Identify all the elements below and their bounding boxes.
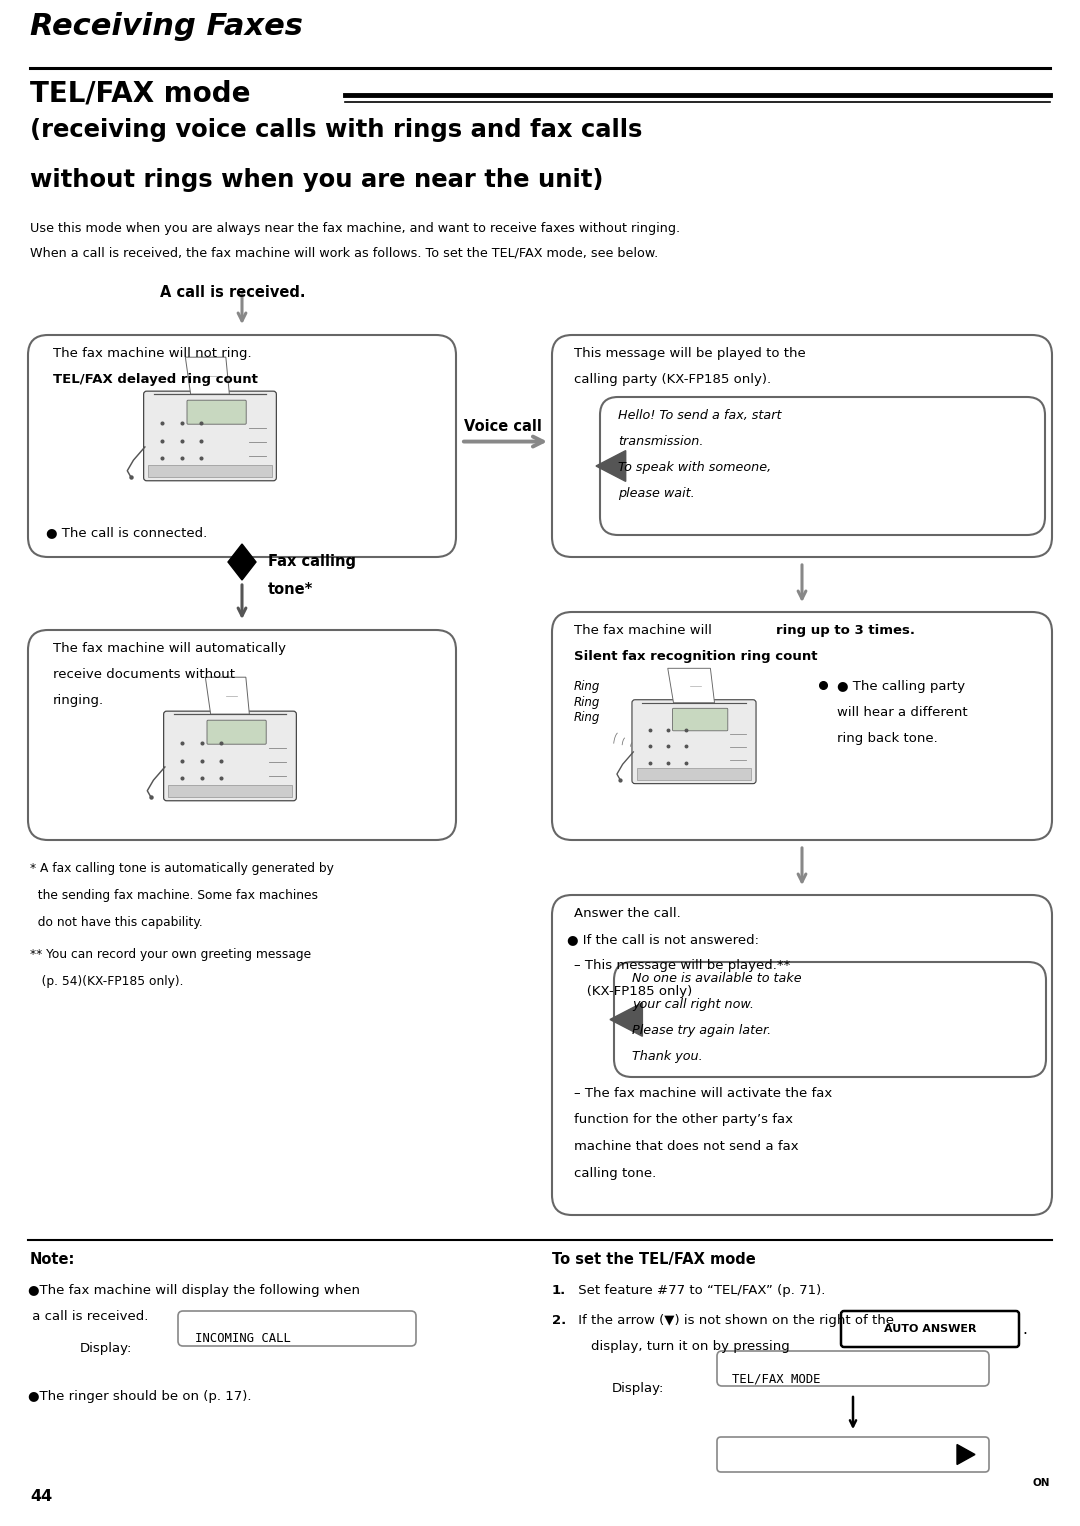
Text: The fax machine will: The fax machine will xyxy=(573,624,716,636)
Text: Please try again later.: Please try again later. xyxy=(632,1024,771,1038)
Polygon shape xyxy=(667,668,715,703)
FancyBboxPatch shape xyxy=(164,711,296,801)
Text: Fax calling: Fax calling xyxy=(268,554,356,569)
Polygon shape xyxy=(205,678,249,714)
Text: ON: ON xyxy=(1032,1479,1050,1488)
Text: tone*: tone* xyxy=(268,581,313,597)
FancyBboxPatch shape xyxy=(187,400,246,424)
Text: * A fax calling tone is automatically generated by: * A fax calling tone is automatically ge… xyxy=(30,862,334,874)
Text: TEL/FAX delayed ring count: TEL/FAX delayed ring count xyxy=(53,372,258,386)
FancyBboxPatch shape xyxy=(148,464,271,478)
Text: ● If the call is not answered:: ● If the call is not answered: xyxy=(567,932,759,946)
FancyBboxPatch shape xyxy=(632,700,756,784)
Text: Thank you.: Thank you. xyxy=(632,1050,703,1064)
Text: transmission.: transmission. xyxy=(618,435,703,449)
FancyBboxPatch shape xyxy=(144,391,276,481)
Text: Display:: Display: xyxy=(80,1341,133,1355)
Text: – The fax machine will activate the fax: – The fax machine will activate the fax xyxy=(573,1087,833,1100)
FancyBboxPatch shape xyxy=(841,1311,1020,1347)
Text: If the arrow (▼) is not shown on the right of the: If the arrow (▼) is not shown on the rig… xyxy=(573,1314,894,1328)
Text: Ring
Ring
Ring: Ring Ring Ring xyxy=(573,681,600,723)
Text: Set feature #77 to “TEL/FAX” (p. 71).: Set feature #77 to “TEL/FAX” (p. 71). xyxy=(573,1283,825,1297)
Text: display, turn it on by pressing: display, turn it on by pressing xyxy=(573,1340,789,1354)
FancyBboxPatch shape xyxy=(717,1437,989,1473)
FancyBboxPatch shape xyxy=(673,708,728,731)
Text: (p. 54)(KX-FP185 only).: (p. 54)(KX-FP185 only). xyxy=(30,975,184,987)
Text: Note:: Note: xyxy=(30,1251,76,1267)
Text: calling tone.: calling tone. xyxy=(573,1166,657,1180)
Text: Hello! To send a fax, start: Hello! To send a fax, start xyxy=(618,409,782,423)
Text: ring up to 3 times.: ring up to 3 times. xyxy=(775,624,915,636)
FancyBboxPatch shape xyxy=(552,612,1052,839)
Text: When a call is received, the fax machine will work as follows. To set the TEL/FA: When a call is received, the fax machine… xyxy=(30,247,658,259)
Text: INCOMING CALL: INCOMING CALL xyxy=(195,1332,291,1344)
Text: a call is received.: a call is received. xyxy=(28,1309,148,1323)
Polygon shape xyxy=(596,450,625,481)
Text: The fax machine will not ring.: The fax machine will not ring. xyxy=(53,346,252,360)
Text: TEL/FAX MODE: TEL/FAX MODE xyxy=(732,1372,821,1386)
Polygon shape xyxy=(186,357,229,394)
Text: 44: 44 xyxy=(30,1489,52,1505)
Text: receive documents without: receive documents without xyxy=(53,668,235,681)
Text: ●The fax machine will display the following when: ●The fax machine will display the follow… xyxy=(28,1283,360,1297)
Text: (receiving voice calls with rings and fax calls: (receiving voice calls with rings and fa… xyxy=(30,118,643,142)
Text: Use this mode when you are always near the fax machine, and want to receive faxe: Use this mode when you are always near t… xyxy=(30,221,680,235)
Text: do not have this capability.: do not have this capability. xyxy=(30,916,203,929)
Text: ring back tone.: ring back tone. xyxy=(837,732,937,745)
Text: 2.: 2. xyxy=(552,1314,566,1328)
FancyBboxPatch shape xyxy=(168,784,292,797)
FancyBboxPatch shape xyxy=(552,896,1052,1215)
Text: ringing.: ringing. xyxy=(53,694,104,707)
FancyBboxPatch shape xyxy=(600,397,1045,536)
Text: calling party (KX-FP185 only).: calling party (KX-FP185 only). xyxy=(573,372,771,386)
Text: – This message will be played.**: – This message will be played.** xyxy=(573,958,791,972)
Text: No one is available to take: No one is available to take xyxy=(632,972,801,984)
Text: ●The ringer should be on (p. 17).: ●The ringer should be on (p. 17). xyxy=(28,1390,252,1402)
Text: (KX-FP185 only): (KX-FP185 only) xyxy=(573,984,692,998)
FancyBboxPatch shape xyxy=(207,720,266,745)
Polygon shape xyxy=(610,1003,643,1036)
Text: ● The call is connected.: ● The call is connected. xyxy=(46,526,207,539)
Text: Receiving Faxes: Receiving Faxes xyxy=(30,12,302,41)
Text: 1.: 1. xyxy=(552,1283,566,1297)
Polygon shape xyxy=(957,1445,975,1465)
Text: AUTO ANSWER: AUTO ANSWER xyxy=(883,1325,976,1334)
FancyBboxPatch shape xyxy=(717,1351,989,1386)
Text: Answer the call.: Answer the call. xyxy=(573,906,680,920)
Text: .: . xyxy=(1022,1322,1027,1337)
Text: This message will be played to the: This message will be played to the xyxy=(573,346,806,360)
Text: please wait.: please wait. xyxy=(618,487,694,501)
Text: TEL/FAX mode: TEL/FAX mode xyxy=(30,79,251,108)
Text: function for the other party’s fax: function for the other party’s fax xyxy=(573,1114,793,1126)
Text: your call right now.: your call right now. xyxy=(632,998,754,1012)
Text: machine that does not send a fax: machine that does not send a fax xyxy=(573,1140,798,1154)
Text: ** You can record your own greeting message: ** You can record your own greeting mess… xyxy=(30,948,311,961)
Text: without rings when you are near the unit): without rings when you are near the unit… xyxy=(30,168,604,192)
FancyBboxPatch shape xyxy=(178,1311,416,1346)
Text: will hear a different: will hear a different xyxy=(837,707,968,719)
Text: To speak with someone,: To speak with someone, xyxy=(618,461,771,475)
Text: the sending fax machine. Some fax machines: the sending fax machine. Some fax machin… xyxy=(30,890,318,902)
Text: To set the TEL/FAX mode: To set the TEL/FAX mode xyxy=(552,1251,756,1267)
Text: The fax machine will automatically: The fax machine will automatically xyxy=(53,642,286,655)
FancyBboxPatch shape xyxy=(552,336,1052,557)
Polygon shape xyxy=(228,543,256,580)
Text: Voice call: Voice call xyxy=(464,418,542,433)
FancyBboxPatch shape xyxy=(636,768,752,780)
Text: Silent fax recognition ring count: Silent fax recognition ring count xyxy=(573,650,818,662)
FancyBboxPatch shape xyxy=(615,961,1047,1077)
Text: A call is received.: A call is received. xyxy=(160,285,306,301)
FancyBboxPatch shape xyxy=(28,630,456,839)
Text: Display:: Display: xyxy=(612,1383,664,1395)
Text: ● The calling party: ● The calling party xyxy=(837,681,966,693)
FancyBboxPatch shape xyxy=(28,336,456,557)
